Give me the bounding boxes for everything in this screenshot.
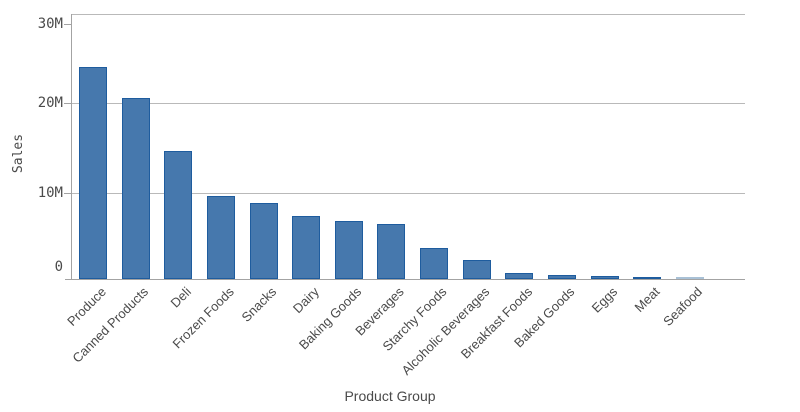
x-axis-label[interactable]: Meat [631, 284, 663, 316]
y-tick-label: 0 [54, 259, 63, 275]
gridline [71, 14, 745, 15]
bar-produce[interactable] [79, 67, 107, 279]
gridline [71, 103, 745, 104]
bar-meat[interactable] [633, 277, 662, 279]
bar-eggs[interactable] [590, 276, 619, 279]
y-tick-label: 20M [37, 95, 63, 111]
y-tick-mark [64, 103, 71, 104]
x-axis-label[interactable]: Eggs [588, 284, 621, 316]
x-axis-line [65, 279, 745, 280]
bar-snacks[interactable] [249, 203, 278, 279]
x-axis-label[interactable]: Dairy [289, 284, 322, 317]
bar-dairy[interactable] [292, 216, 321, 279]
bar-frozen-foods[interactable] [206, 196, 235, 279]
y-axis-line [71, 14, 72, 279]
y-tick-mark [64, 24, 71, 25]
bar-starchy-foods[interactable] [420, 248, 448, 279]
x-axis-title: Product Group [344, 388, 436, 404]
x-axis-label[interactable]: Seafood [660, 284, 706, 329]
gridline [71, 193, 745, 194]
bar-beverages[interactable] [377, 224, 406, 279]
x-axis-label[interactable]: Canned Products [69, 284, 152, 366]
y-axis-title: Sales [11, 133, 27, 174]
y-tick-label: 10M [37, 185, 63, 201]
bar-alcoholic-beverages[interactable] [462, 260, 491, 279]
bar-baked-goods[interactable] [547, 275, 576, 279]
y-tick-label: 30M [37, 16, 63, 32]
bar-baking-goods[interactable] [334, 221, 363, 279]
y-tick-mark [64, 193, 71, 194]
x-axis-label[interactable]: Snacks [238, 284, 280, 325]
x-axis-label[interactable]: Deli [167, 284, 194, 311]
bar-deli[interactable] [164, 151, 193, 279]
bar-seafood[interactable] [675, 277, 704, 279]
bar-breakfast-foods[interactable] [505, 273, 534, 279]
bar-canned-products[interactable] [121, 98, 150, 279]
